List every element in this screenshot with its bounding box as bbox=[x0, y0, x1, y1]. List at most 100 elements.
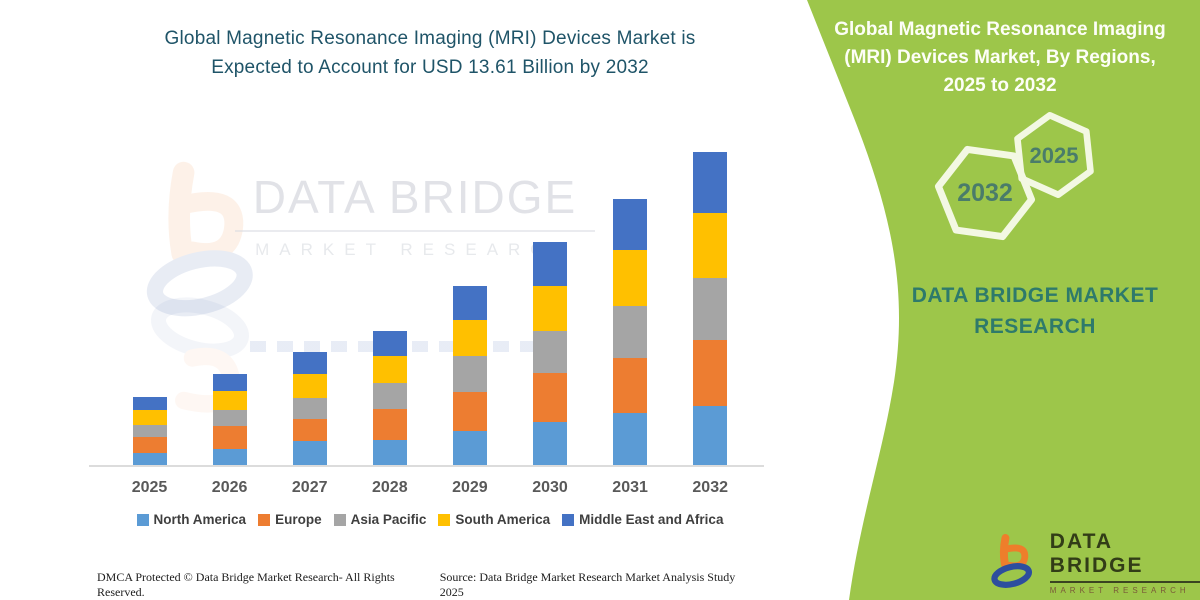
legend-swatch bbox=[333, 513, 346, 526]
x-axis-label-2029: 2029 bbox=[452, 479, 488, 496]
bar-segment-2025-europe bbox=[132, 436, 167, 453]
footer-source-text: Source: Data Bridge Market Research Mark… bbox=[439, 570, 736, 599]
hexagon-2032 bbox=[934, 145, 1036, 241]
bar-segment-2030-middle-east-and-africa bbox=[533, 241, 567, 287]
bar-segment-2032-europe bbox=[693, 340, 728, 406]
bar-segment-2032-south-america bbox=[693, 212, 728, 279]
x-axis-label-2030: 2030 bbox=[532, 479, 568, 496]
page-title: Global Magnetic Resonance Imaging (MRI) … bbox=[70, 24, 790, 82]
company-logo-icon bbox=[991, 533, 1033, 588]
bar-segment-2031-europe bbox=[613, 358, 648, 413]
x-axis-label-2027: 2027 bbox=[291, 479, 328, 496]
bar-segment-2029-europe bbox=[452, 392, 487, 431]
right-panel-title-line1: Global Magnetic Resonance Imaging bbox=[834, 19, 1166, 40]
bar-2031 bbox=[613, 198, 648, 465]
bar-segment-2027-asia-pacific bbox=[292, 398, 327, 420]
bar-segment-2026-europe bbox=[212, 425, 247, 449]
bar-segment-2025-asia-pacific bbox=[132, 424, 167, 437]
legend-item-south-america: South America bbox=[438, 512, 550, 527]
x-axis-label-2031: 2031 bbox=[612, 479, 648, 496]
watermark-line1: DATA BRIDGE bbox=[235, 170, 595, 232]
legend-item-europe: Europe bbox=[258, 512, 322, 527]
legend-item-asia-pacific: Asia Pacific bbox=[333, 512, 427, 527]
bar-segment-2028-europe bbox=[372, 408, 407, 441]
hexagon-2032-label: 2032 bbox=[957, 179, 1013, 207]
bar-segment-2027-europe bbox=[292, 419, 327, 441]
bar-segment-2032-middle-east-and-africa bbox=[693, 152, 728, 213]
legend: North America Europe Asia Pacific South Ame… bbox=[90, 512, 770, 527]
brand-text: DATA BRIDGE MARKET RESEARCH bbox=[890, 280, 1180, 342]
legend-item-middle-east-and-africa: Middle East and Africa bbox=[562, 512, 723, 527]
page-title-line2: Expected to Account for USD 13.61 Billio… bbox=[211, 57, 649, 78]
bar-2027 bbox=[292, 352, 327, 465]
bar-segment-2029-middle-east-and-africa bbox=[452, 285, 487, 320]
watermark-line2: MARKET RESEARCH bbox=[255, 240, 575, 259]
legend-label: South America bbox=[455, 512, 551, 527]
hexagon-2025-label: 2025 bbox=[1030, 143, 1079, 168]
watermark-logo-icon bbox=[146, 161, 253, 317]
bar-2028 bbox=[372, 331, 407, 465]
legend-swatch bbox=[136, 513, 149, 526]
right-panel-title: Global Magnetic Resonance Imaging (MRI) … bbox=[820, 16, 1180, 100]
x-axis-label-2025: 2025 bbox=[131, 479, 168, 496]
bar-segment-2032-asia-pacific bbox=[693, 278, 728, 341]
bar-segment-2029-north-america bbox=[452, 430, 487, 465]
bar-segment-2031-north-america bbox=[613, 412, 648, 465]
company-logo-name: DATA BRIDGE bbox=[1049, 530, 1200, 583]
right-panel-title-line2: (MRI) Devices Market, By Regions, bbox=[844, 47, 1156, 68]
legend-label: Asia Pacific bbox=[350, 512, 427, 527]
bar-segment-2032-north-america bbox=[693, 405, 728, 465]
company-logo-subtitle: MARKET RESEARCH bbox=[1049, 586, 1190, 595]
bar-2026 bbox=[212, 374, 247, 465]
bar-2025 bbox=[132, 397, 167, 465]
bar-segment-2027-north-america bbox=[292, 440, 327, 465]
plot-area: 2025 2026 2027 2028 2029 2030 2031 2032 bbox=[89, 137, 764, 496]
x-axis-label-2026: 2026 bbox=[211, 479, 248, 496]
bar-segment-2026-south-america bbox=[212, 390, 247, 410]
legend-swatch bbox=[258, 513, 271, 526]
right-panel: Global Magnetic Resonance Imaging (MRI) … bbox=[780, 0, 1200, 600]
company-logo: DATA BRIDGE MARKET RESEARCH bbox=[985, 530, 1200, 595]
bar-segment-2026-middle-east-and-africa bbox=[212, 374, 247, 391]
bar-segment-2029-south-america bbox=[452, 319, 487, 357]
bar-segment-2031-south-america bbox=[613, 249, 648, 306]
bar-segment-2028-south-america bbox=[372, 355, 407, 383]
bar-segment-2027-middle-east-and-africa bbox=[292, 352, 327, 374]
bar-segment-2026-asia-pacific bbox=[212, 409, 247, 426]
legend-label: Europe bbox=[275, 512, 322, 527]
legend-label: North America bbox=[153, 512, 247, 527]
bar-segment-2029-asia-pacific bbox=[452, 356, 487, 393]
page-title-line1: Global Magnetic Resonance Imaging (MRI) … bbox=[164, 28, 696, 49]
right-panel-title-line3: 2025 to 2032 bbox=[943, 75, 1057, 96]
brand-text-line1: DATA BRIDGE MARKET bbox=[911, 284, 1159, 307]
x-axis-line bbox=[89, 465, 764, 467]
bar-segment-2028-north-america bbox=[372, 440, 407, 465]
bar-segment-2028-asia-pacific bbox=[372, 382, 407, 409]
hexagon-2025 bbox=[1014, 112, 1094, 198]
bar-segment-2030-north-america bbox=[533, 422, 567, 465]
bar-segment-2025-south-america bbox=[132, 409, 167, 425]
footer-dmca-text: DMCA Protected © Data Bridge Market Rese… bbox=[97, 570, 395, 599]
brand-text-line2: RESEARCH bbox=[974, 315, 1096, 338]
bar-segment-2026-north-america bbox=[212, 448, 247, 465]
bar-segment-2031-middle-east-and-africa bbox=[613, 198, 648, 250]
green-panel-shape bbox=[780, 0, 1200, 600]
bar-segment-2028-middle-east-and-africa bbox=[372, 331, 407, 356]
bar-segment-2027-south-america bbox=[292, 373, 327, 399]
bar-segment-2030-south-america bbox=[533, 286, 567, 332]
legend-label: Middle East and Africa bbox=[579, 512, 724, 527]
legend-item-north-america: North America bbox=[136, 512, 247, 527]
bar-segment-2025-middle-east-and-africa bbox=[132, 397, 167, 410]
hexagon-graphic: 2032 2025 bbox=[934, 112, 1094, 241]
x-axis-label-2032: 2032 bbox=[692, 479, 728, 496]
bar-2030 bbox=[533, 241, 567, 465]
watermark-text: DATA BRIDGE MARKET RESEARCH bbox=[235, 170, 595, 260]
bar-segment-2030-asia-pacific bbox=[533, 331, 567, 374]
legend-swatch bbox=[562, 513, 575, 526]
legend-swatch bbox=[438, 513, 451, 526]
bar-2029 bbox=[452, 285, 487, 465]
footer: DMCA Protected © Data Bridge Market Rese… bbox=[97, 570, 757, 600]
company-logo-text: DATA BRIDGE MARKET RESEARCH bbox=[1049, 530, 1200, 595]
bar-segment-2025-north-america bbox=[132, 452, 167, 465]
